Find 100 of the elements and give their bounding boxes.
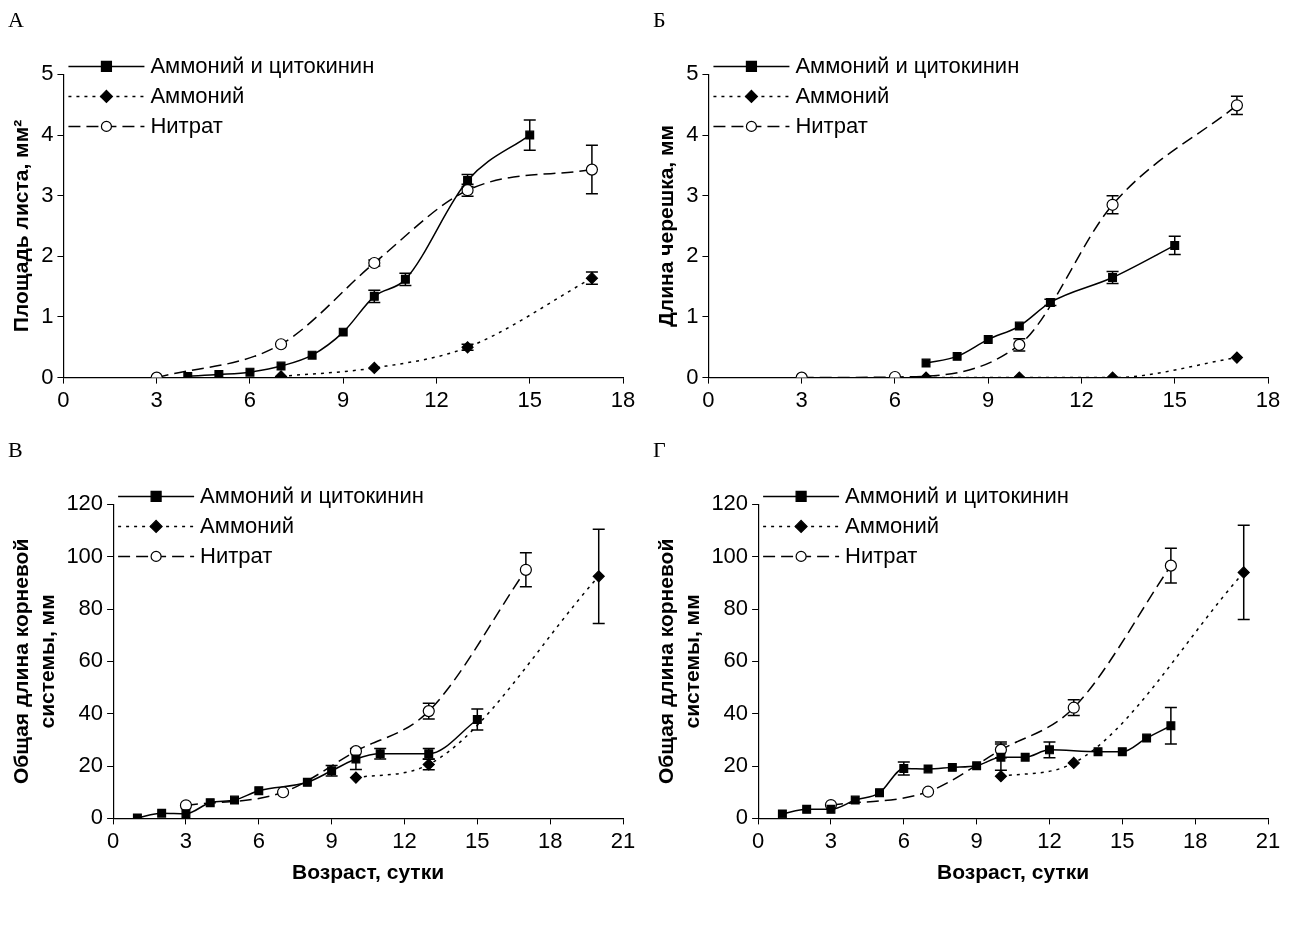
x-tick-label: 6: [888, 386, 902, 412]
x-tick-label: 18: [537, 827, 563, 853]
point: [338, 327, 348, 337]
point: [921, 785, 935, 798]
point: [1142, 733, 1152, 743]
x-tick-label: 3: [150, 386, 163, 412]
point: [802, 804, 812, 814]
point: [1117, 747, 1127, 757]
point: [994, 770, 1008, 783]
point: [245, 367, 255, 377]
y-tick-label: 20: [723, 752, 749, 778]
point: [777, 809, 787, 819]
point: [996, 752, 1006, 762]
legend-label: Аммоний и цитокинин: [795, 53, 1020, 79]
point: [525, 130, 535, 140]
point: [307, 350, 317, 360]
point: [1164, 559, 1177, 572]
y-tick-label: 0: [41, 363, 54, 389]
legend-label: Аммоний и цитокинин: [150, 53, 375, 79]
point: [952, 351, 962, 361]
y-tick-label: 40: [78, 699, 104, 725]
point: [519, 563, 532, 576]
x-tick-label: 6: [252, 827, 265, 853]
y-tick-label: 0: [735, 804, 749, 830]
point: [276, 786, 290, 799]
point: [205, 798, 215, 808]
legend-label: Аммоний: [845, 513, 939, 539]
point: [183, 371, 193, 378]
point: [351, 754, 361, 764]
chart-title: В: [8, 436, 23, 462]
y-tick-label: 5: [686, 60, 699, 86]
point: [157, 808, 167, 818]
point: [1014, 321, 1024, 331]
x-tick-label: 9: [337, 386, 350, 412]
x-tick-label: 9: [325, 827, 338, 853]
x-axis-title: Возраст, сутки: [292, 860, 445, 884]
y-tick-label: 3: [41, 181, 54, 207]
y-axis-title: Длина черешка, мм: [654, 124, 678, 328]
point: [923, 764, 933, 774]
legend-label: Нитрат: [845, 543, 918, 569]
point: [349, 771, 363, 784]
x-tick-label: 15: [517, 386, 542, 412]
legend-label: Аммоний и цитокинин: [200, 483, 424, 509]
x-tick-label: 15: [1162, 386, 1187, 412]
y-tick-label: 2: [41, 242, 54, 268]
y-tick-label: 40: [723, 699, 749, 725]
legend-label: Аммоний: [200, 513, 294, 539]
x-tick-label: 6: [897, 827, 910, 853]
x-tick-label: 18: [610, 386, 636, 412]
y-axis-title: Площадь листа, мм²: [9, 119, 33, 333]
legend-label: Аммоний: [795, 83, 890, 109]
y-axis-title: Общая длина корневой системы, мм: [9, 538, 58, 785]
x-tick-label: 9: [982, 386, 995, 412]
point: [592, 570, 605, 583]
point: [214, 370, 224, 378]
y-tick-label: 5: [41, 60, 54, 86]
y-tick-label: 120: [711, 490, 749, 516]
chart-title: А: [8, 6, 24, 32]
point: [472, 715, 482, 724]
x-tick-label: 12: [1037, 827, 1062, 853]
y-tick-label: 4: [41, 121, 54, 147]
x-tick-label: 0: [106, 827, 120, 853]
x-tick-label: 18: [1182, 827, 1208, 853]
y-tick-label: 100: [66, 542, 104, 568]
x-tick-label: 21: [1255, 827, 1281, 853]
x-tick-label: 15: [465, 827, 490, 853]
legend-label: Нитрат: [795, 113, 868, 139]
point: [1093, 747, 1103, 757]
legend-label: Аммоний и цитокинин: [845, 483, 1069, 509]
x-tick-label: 18: [1255, 386, 1281, 412]
point: [254, 786, 264, 796]
y-tick-label: 60: [723, 647, 749, 673]
point: [1067, 756, 1080, 770]
point: [274, 338, 288, 351]
x-tick-label: 12: [424, 386, 449, 412]
y-tick-label: 80: [78, 595, 104, 621]
y-axis-title: Общая длина корневой системы, мм: [654, 538, 703, 785]
y-tick-label: 20: [78, 752, 104, 778]
point: [1237, 566, 1250, 579]
y-tick-label: 0: [686, 363, 699, 389]
point: [302, 777, 312, 787]
point: [947, 762, 957, 772]
y-tick-label: 100: [711, 542, 749, 568]
x-tick-label: 3: [824, 827, 838, 853]
x-tick-label: 15: [1110, 827, 1135, 853]
point: [921, 358, 931, 368]
x-tick-label: 0: [751, 827, 765, 853]
point: [368, 361, 381, 374]
point: [276, 361, 286, 371]
point: [875, 788, 884, 798]
point: [826, 804, 836, 814]
point: [850, 795, 860, 805]
legend-label: Нитрат: [150, 113, 223, 139]
x-tick-label: 9: [970, 827, 983, 853]
point: [585, 163, 599, 176]
y-tick-label: 4: [686, 121, 699, 147]
chart-title: Г: [653, 436, 666, 462]
y-tick-label: 1: [41, 303, 54, 329]
chart-title: Б: [653, 6, 666, 32]
x-axis-title: Возраст, сутки: [937, 860, 1090, 884]
